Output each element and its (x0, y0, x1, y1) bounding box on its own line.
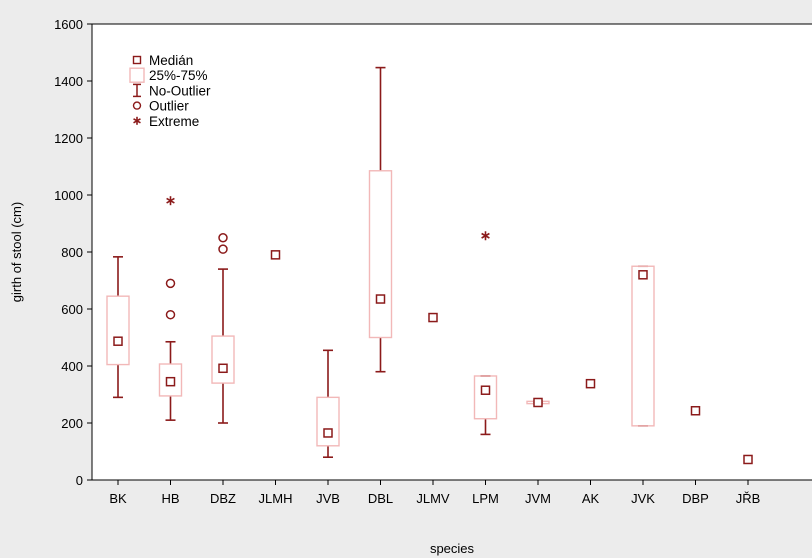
legend-label: Medián (149, 53, 193, 68)
y-tick-label: 1000 (54, 188, 83, 203)
y-tick-label: 1200 (54, 131, 83, 146)
box-group-dbl (368, 66, 393, 373)
box-group-jřb (743, 454, 753, 465)
median-marker (218, 363, 228, 374)
box-group-bk (106, 256, 130, 399)
iqr-box (473, 375, 498, 420)
legend-extreme-icon (133, 116, 141, 125)
median-marker (585, 378, 596, 389)
x-tick-label: LPM (472, 491, 499, 506)
x-tick-label: JVB (316, 491, 340, 506)
box-group-ak (585, 378, 596, 389)
x-tick-label: DBZ (210, 491, 236, 506)
legend-median-icon (132, 55, 142, 65)
x-ticks: BK HB DBZ JLMH JVB DBL JLMV LPM JVM AK JVK DBP JŘB (109, 480, 760, 506)
median-marker (428, 312, 438, 323)
box-group-dbz (211, 233, 235, 424)
outlier-marker (218, 233, 228, 243)
legend-item-circle: Outlier (132, 99, 189, 114)
median-marker (743, 454, 753, 465)
legend-outlier-icon (132, 101, 142, 110)
x-tick-label: JVK (631, 491, 655, 506)
iqr-box (106, 295, 130, 366)
box-group-jlmh (270, 250, 281, 260)
iqr-box (211, 335, 235, 384)
box-group-jlmv (428, 312, 438, 323)
legend-label: Outlier (149, 99, 189, 114)
box-group-lpm (473, 231, 498, 436)
box-group-jvm (526, 397, 550, 408)
x-tick-label: AK (582, 491, 600, 506)
x-tick-label: BK (109, 491, 127, 506)
median-marker (323, 428, 333, 438)
iqr-box (316, 396, 340, 447)
outlier-marker (165, 278, 176, 289)
extreme-marker (481, 231, 490, 241)
median-marker (638, 270, 648, 280)
legend-label: Extreme (149, 114, 199, 129)
y-tick-label: 1400 (54, 74, 83, 89)
y-tick-label: 0 (76, 473, 83, 488)
box-group-jvb (316, 349, 340, 459)
box-group-hb (158, 196, 183, 421)
x-tick-label: JVM (525, 491, 551, 506)
iqr-box (158, 363, 183, 397)
legend-label: 25%-75% (149, 68, 208, 83)
legend-item-star: Extreme (133, 114, 199, 129)
x-tick-label: JLMH (259, 491, 293, 506)
iqr-box (631, 265, 655, 427)
median-marker (113, 336, 123, 346)
y-tick-label: 800 (61, 245, 83, 260)
legend-label: No-Outlier (149, 83, 211, 98)
legend-item-box: 25%-75% (129, 67, 208, 83)
x-tick-label: JLMV (416, 491, 450, 506)
box-group-jvk (631, 265, 655, 427)
y-tick-label: 400 (61, 359, 83, 374)
x-tick-label: JŘB (736, 491, 761, 506)
y-ticks: 0 200 400 600 800 1000 1200 1400 1600 (54, 17, 92, 488)
box-marks (106, 66, 753, 465)
median-marker (690, 405, 701, 416)
outlier-marker (218, 244, 228, 254)
legend-item-whisker: No-Outlier (133, 83, 211, 98)
x-axis-title: species (430, 541, 475, 556)
median-marker (165, 376, 176, 387)
y-tick-label: 200 (61, 416, 83, 431)
median-marker (375, 294, 386, 304)
legend-box-icon (129, 67, 145, 83)
median-marker (270, 250, 281, 260)
x-tick-label: DBL (368, 491, 393, 506)
median-marker (533, 397, 543, 408)
legend-item-median-square: Medián (132, 53, 193, 68)
plot-area (92, 24, 812, 480)
y-tick-label: 1600 (54, 17, 83, 32)
x-tick-label: HB (161, 491, 179, 506)
extreme-marker (166, 196, 175, 206)
outlier-marker (165, 309, 176, 320)
iqr-box (368, 170, 393, 339)
y-axis-title: girth of stool (cm) (9, 202, 24, 302)
x-tick-label: DBP (682, 491, 709, 506)
y-tick-label: 600 (61, 302, 83, 317)
box-group-dbp (690, 405, 701, 416)
median-marker (480, 385, 491, 395)
